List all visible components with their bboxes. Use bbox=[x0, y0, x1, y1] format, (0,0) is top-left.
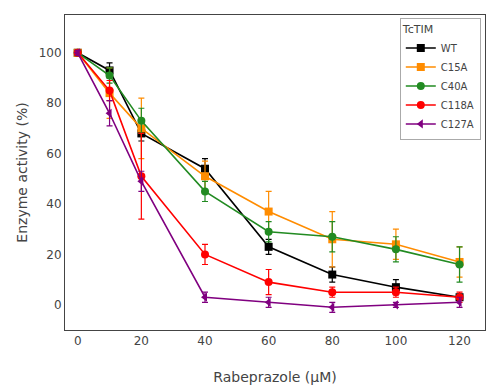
svg-text:Enzyme activity (%): Enzyme activity (%) bbox=[14, 102, 30, 242]
svg-text:0: 0 bbox=[54, 298, 62, 312]
svg-text:Rabeprazole (μM): Rabeprazole (μM) bbox=[213, 369, 337, 385]
svg-text:TcTIM: TcTIM bbox=[402, 23, 433, 36]
svg-text:C40A: C40A bbox=[441, 81, 468, 92]
svg-text:60: 60 bbox=[261, 334, 276, 348]
svg-text:60: 60 bbox=[46, 147, 61, 161]
svg-text:120: 120 bbox=[448, 334, 471, 348]
svg-text:0: 0 bbox=[74, 334, 82, 348]
svg-text:20: 20 bbox=[134, 334, 149, 348]
svg-text:100: 100 bbox=[384, 334, 407, 348]
svg-text:C15A: C15A bbox=[441, 62, 468, 73]
svg-text:40: 40 bbox=[197, 334, 212, 348]
svg-text:80: 80 bbox=[46, 96, 61, 110]
svg-text:80: 80 bbox=[325, 334, 340, 348]
svg-text:100: 100 bbox=[39, 46, 62, 60]
svg-text:C118A: C118A bbox=[441, 100, 474, 111]
svg-text:C127A: C127A bbox=[441, 119, 474, 130]
svg-text:40: 40 bbox=[46, 197, 61, 211]
svg-text:20: 20 bbox=[46, 248, 61, 262]
svg-text:WT: WT bbox=[441, 43, 458, 54]
